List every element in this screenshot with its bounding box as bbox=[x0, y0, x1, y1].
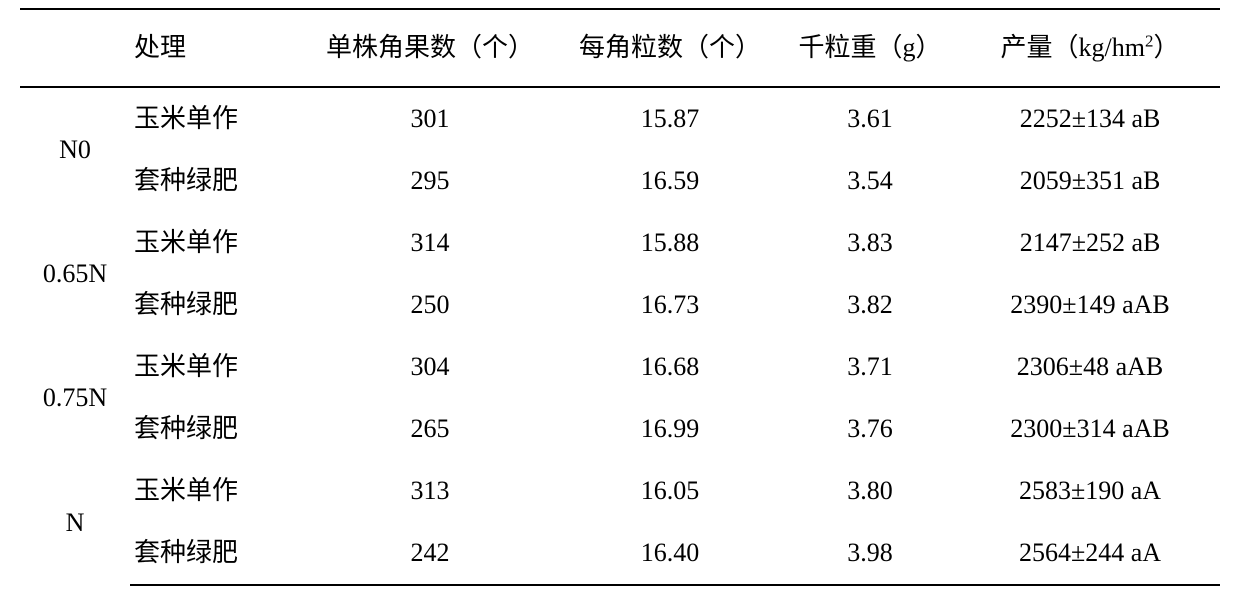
yield-label-prefix: 产量（kg/hm bbox=[1001, 33, 1145, 62]
cell-tkw: 3.61 bbox=[780, 87, 960, 150]
table-row: 0.65N 玉米单作 314 15.88 3.83 2147±252 aB bbox=[20, 212, 1220, 274]
sub-label: 玉米单作 bbox=[130, 336, 300, 398]
cell-seeds: 15.88 bbox=[560, 212, 780, 274]
cell-seeds: 16.68 bbox=[560, 336, 780, 398]
yield-table: 处理 单株角果数（个） 每角粒数（个） 千粒重（g） 产量（kg/hm2） N0… bbox=[20, 8, 1220, 586]
cell-tkw: 3.80 bbox=[780, 460, 960, 522]
yield-table-container: 处理 单株角果数（个） 每角粒数（个） 千粒重（g） 产量（kg/hm2） N0… bbox=[20, 0, 1220, 586]
cell-yield: 2390±149 aAB bbox=[960, 274, 1220, 336]
cell-pods: 265 bbox=[300, 398, 560, 460]
cell-pods: 301 bbox=[300, 87, 560, 150]
col-header-tkw: 千粒重（g） bbox=[780, 9, 960, 87]
cell-pods: 250 bbox=[300, 274, 560, 336]
cell-seeds: 16.99 bbox=[560, 398, 780, 460]
col-header-seeds: 每角粒数（个） bbox=[560, 9, 780, 87]
cell-pods: 242 bbox=[300, 522, 560, 585]
sub-label: 套种绿肥 bbox=[130, 398, 300, 460]
group-label: 0.75N bbox=[20, 336, 130, 460]
table-row: 0.75N 玉米单作 304 16.68 3.71 2306±48 aAB bbox=[20, 336, 1220, 398]
sub-label: 玉米单作 bbox=[130, 212, 300, 274]
table-row: 套种绿肥 250 16.73 3.82 2390±149 aAB bbox=[20, 274, 1220, 336]
table-header-row: 处理 单株角果数（个） 每角粒数（个） 千粒重（g） 产量（kg/hm2） bbox=[20, 9, 1220, 87]
cell-pods: 313 bbox=[300, 460, 560, 522]
cell-yield: 2306±48 aAB bbox=[960, 336, 1220, 398]
yield-label-suffix: ） bbox=[1153, 33, 1179, 62]
cell-tkw: 3.76 bbox=[780, 398, 960, 460]
cell-yield: 2300±314 aAB bbox=[960, 398, 1220, 460]
cell-tkw: 3.71 bbox=[780, 336, 960, 398]
cell-yield: 2564±244 aA bbox=[960, 522, 1220, 585]
cell-pods: 295 bbox=[300, 150, 560, 212]
table-row: N0 玉米单作 301 15.87 3.61 2252±134 aB bbox=[20, 87, 1220, 150]
col-header-yield: 产量（kg/hm2） bbox=[960, 9, 1220, 87]
table-row: 套种绿肥 295 16.59 3.54 2059±351 aB bbox=[20, 150, 1220, 212]
group-label: 0.65N bbox=[20, 212, 130, 336]
group-label: N0 bbox=[20, 87, 130, 212]
cell-tkw: 3.54 bbox=[780, 150, 960, 212]
table-row: 套种绿肥 265 16.99 3.76 2300±314 aAB bbox=[20, 398, 1220, 460]
sub-label: 套种绿肥 bbox=[130, 522, 300, 585]
cell-yield: 2147±252 aB bbox=[960, 212, 1220, 274]
sub-label: 玉米单作 bbox=[130, 87, 300, 150]
col-header-pods: 单株角果数（个） bbox=[300, 9, 560, 87]
cell-pods: 304 bbox=[300, 336, 560, 398]
cell-yield: 2252±134 aB bbox=[960, 87, 1220, 150]
cell-tkw: 3.82 bbox=[780, 274, 960, 336]
table-row: N 玉米单作 313 16.05 3.80 2583±190 aA bbox=[20, 460, 1220, 522]
col-header-group: 处理 bbox=[20, 9, 300, 87]
cell-seeds: 16.73 bbox=[560, 274, 780, 336]
cell-yield: 2059±351 aB bbox=[960, 150, 1220, 212]
cell-seeds: 16.40 bbox=[560, 522, 780, 585]
cell-pods: 314 bbox=[300, 212, 560, 274]
group-label: N bbox=[20, 460, 130, 585]
cell-seeds: 16.05 bbox=[560, 460, 780, 522]
cell-tkw: 3.98 bbox=[780, 522, 960, 585]
table-body: N0 玉米单作 301 15.87 3.61 2252±134 aB 套种绿肥 … bbox=[20, 87, 1220, 585]
cell-tkw: 3.83 bbox=[780, 212, 960, 274]
sub-label: 套种绿肥 bbox=[130, 150, 300, 212]
cell-seeds: 16.59 bbox=[560, 150, 780, 212]
table-row: 套种绿肥 242 16.40 3.98 2564±244 aA bbox=[20, 522, 1220, 585]
sub-label: 套种绿肥 bbox=[130, 274, 300, 336]
cell-seeds: 15.87 bbox=[560, 87, 780, 150]
cell-yield: 2583±190 aA bbox=[960, 460, 1220, 522]
sub-label: 玉米单作 bbox=[130, 460, 300, 522]
